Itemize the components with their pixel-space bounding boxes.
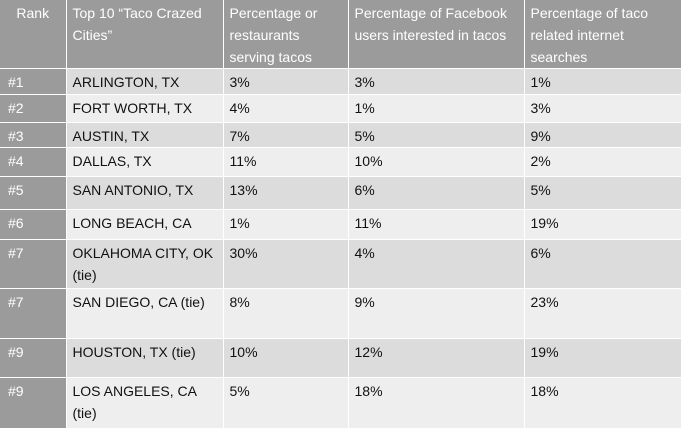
header-facebook: Percentage of Facebook users interested … — [348, 0, 524, 69]
restaurants-cell: 13% — [223, 177, 348, 210]
table-row: #5 SAN ANTONIO, TX 13% 6% 5% — [0, 177, 681, 210]
rank-cell: #7 — [0, 240, 66, 289]
rank-cell: #4 — [0, 148, 66, 177]
table-row: #9 LOS ANGELES, CA (tie) 5% 18% 18% — [0, 378, 681, 428]
restaurants-cell: 8% — [223, 289, 348, 339]
table-row: #2 FORT WORTH, TX 4% 1% 3% — [0, 95, 681, 123]
restaurants-cell: 30% — [223, 240, 348, 289]
rank-cell: #7 — [0, 289, 66, 339]
header-searches: Percentage of taco related internet sear… — [524, 0, 681, 69]
city-cell: ARLINGTON, TX — [66, 69, 223, 95]
searches-cell: 6% — [524, 240, 681, 289]
header-city: Top 10 “Taco Crazed Cities” — [66, 0, 223, 69]
facebook-cell: 9% — [348, 289, 524, 339]
searches-cell: 18% — [524, 378, 681, 428]
facebook-cell: 4% — [348, 240, 524, 289]
city-cell: AUSTIN, TX — [66, 123, 223, 148]
header-restaurants: Percentage or restaurants serving tacos — [223, 0, 348, 69]
restaurants-cell: 7% — [223, 123, 348, 148]
city-cell: HOUSTON, TX (tie) — [66, 339, 223, 378]
facebook-cell: 3% — [348, 69, 524, 95]
rank-cell: #9 — [0, 378, 66, 428]
city-cell: LONG BEACH, CA — [66, 210, 223, 240]
facebook-cell: 12% — [348, 339, 524, 378]
restaurants-cell: 10% — [223, 339, 348, 378]
searches-cell: 19% — [524, 210, 681, 240]
table-row: #4 DALLAS, TX 11% 10% 2% — [0, 148, 681, 177]
city-cell: FORT WORTH, TX — [66, 95, 223, 123]
city-cell: DALLAS, TX — [66, 148, 223, 177]
restaurants-cell: 11% — [223, 148, 348, 177]
rank-cell: #9 — [0, 339, 66, 378]
rank-cell: #5 — [0, 177, 66, 210]
rank-cell: #2 — [0, 95, 66, 123]
facebook-cell: 6% — [348, 177, 524, 210]
table-row: #7 SAN DIEGO, CA (tie) 8% 9% 23% — [0, 289, 681, 339]
rank-cell: #1 — [0, 69, 66, 95]
city-cell: SAN ANTONIO, TX — [66, 177, 223, 210]
table-row: #3 AUSTIN, TX 7% 5% 9% — [0, 123, 681, 148]
city-cell: SAN DIEGO, CA (tie) — [66, 289, 223, 339]
searches-cell: 19% — [524, 339, 681, 378]
searches-cell: 2% — [524, 148, 681, 177]
rank-cell: #3 — [0, 123, 66, 148]
restaurants-cell: 1% — [223, 210, 348, 240]
table-row: #6 LONG BEACH, CA 1% 11% 19% — [0, 210, 681, 240]
searches-cell: 9% — [524, 123, 681, 148]
facebook-cell: 10% — [348, 148, 524, 177]
city-cell: LOS ANGELES, CA (tie) — [66, 378, 223, 428]
table-row: #9 HOUSTON, TX (tie) 10% 12% 19% — [0, 339, 681, 378]
facebook-cell: 1% — [348, 95, 524, 123]
searches-cell: 5% — [524, 177, 681, 210]
facebook-cell: 11% — [348, 210, 524, 240]
searches-cell: 1% — [524, 69, 681, 95]
rank-cell: #6 — [0, 210, 66, 240]
restaurants-cell: 3% — [223, 69, 348, 95]
restaurants-cell: 5% — [223, 378, 348, 428]
header-rank: Rank — [0, 0, 66, 69]
restaurants-cell: 4% — [223, 95, 348, 123]
table-row: #7 OKLAHOMA CITY, OK (tie) 30% 4% 6% — [0, 240, 681, 289]
header-row: Rank Top 10 “Taco Crazed Cities” Percent… — [0, 0, 681, 69]
facebook-cell: 18% — [348, 378, 524, 428]
facebook-cell: 5% — [348, 123, 524, 148]
searches-cell: 3% — [524, 95, 681, 123]
city-cell: OKLAHOMA CITY, OK (tie) — [66, 240, 223, 289]
searches-cell: 23% — [524, 289, 681, 339]
table-row: #1 ARLINGTON, TX 3% 3% 1% — [0, 69, 681, 95]
